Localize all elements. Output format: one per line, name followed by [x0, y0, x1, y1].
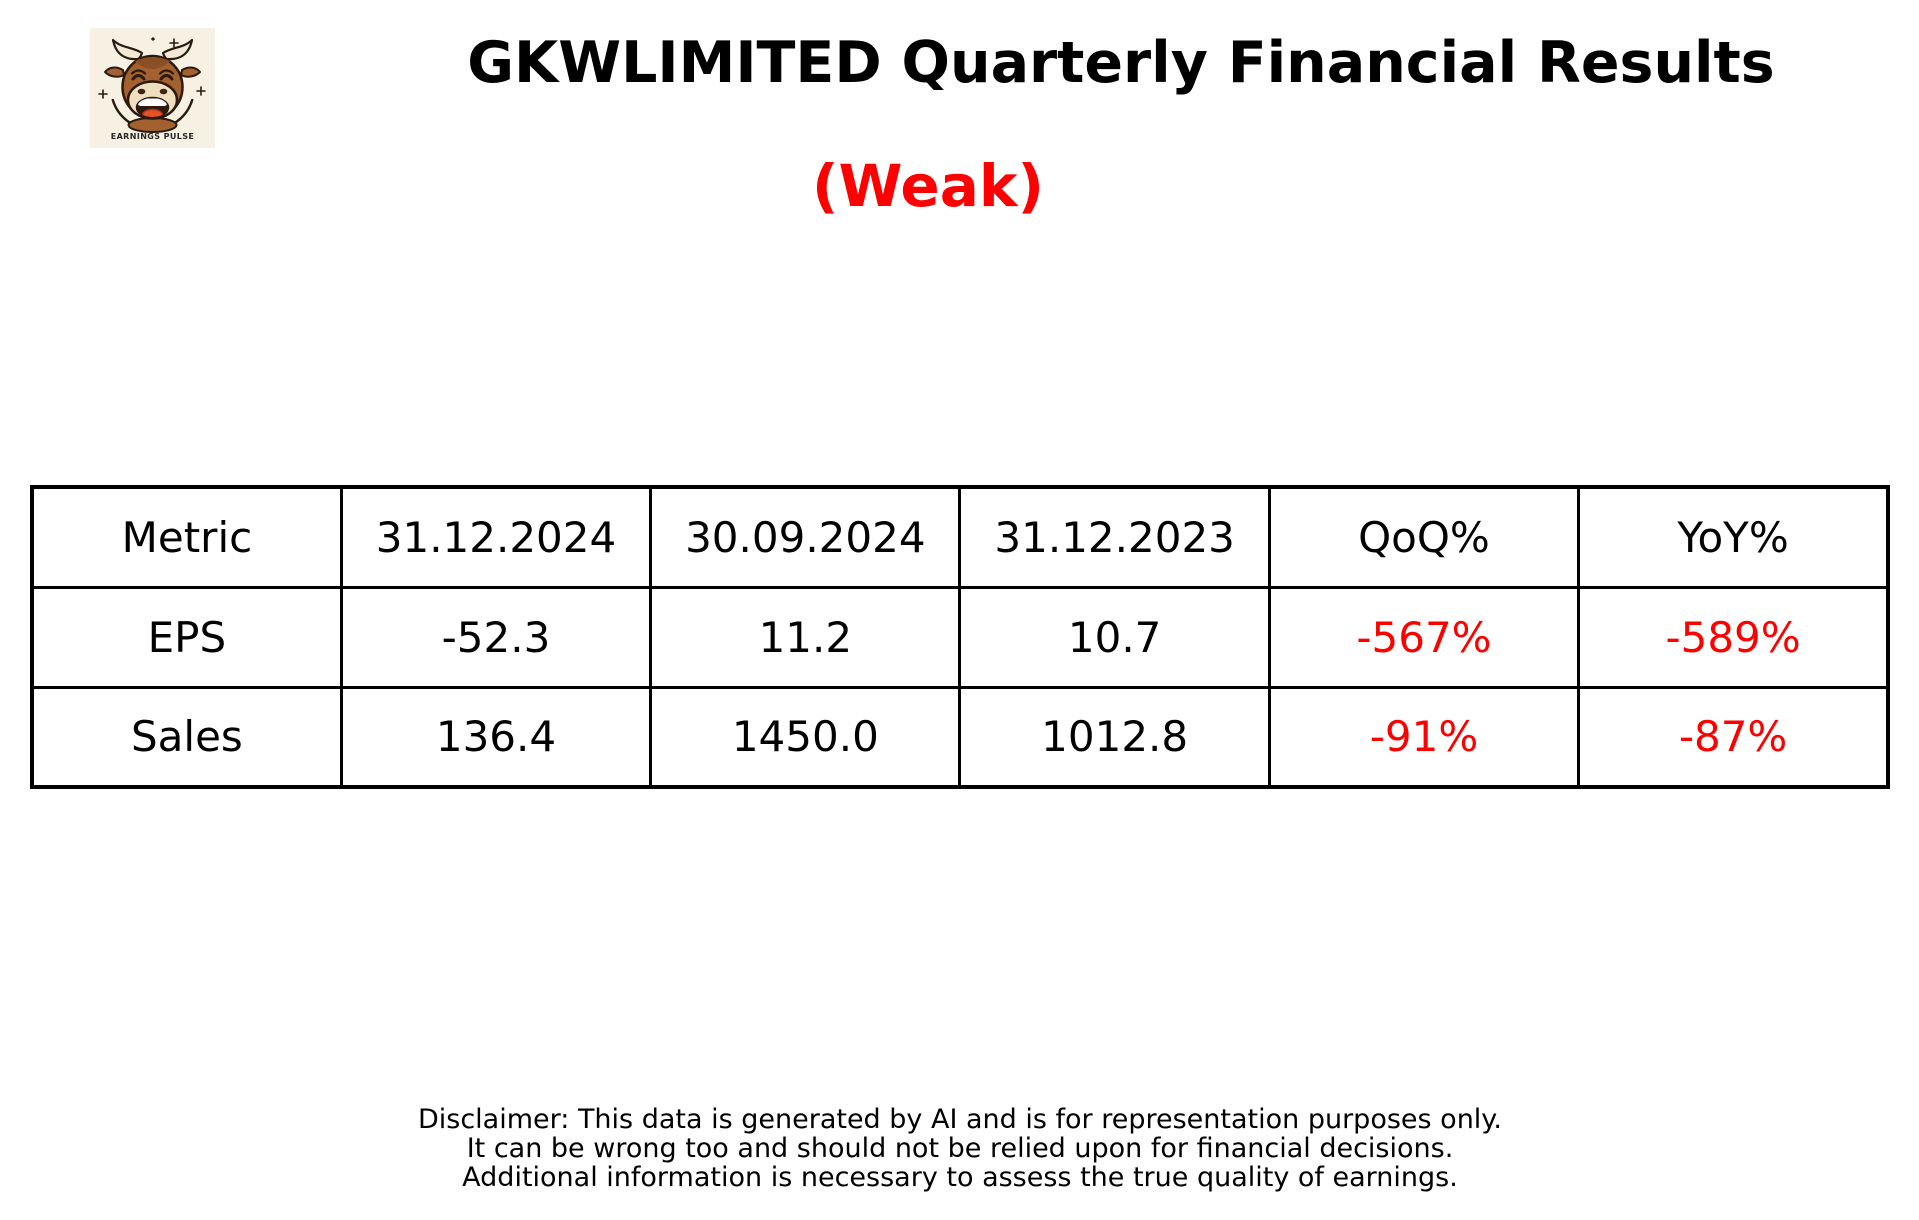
table-row-eps: EPS -52.3 11.2 10.7 -567% -589% — [30, 585, 1890, 689]
closed-happy-eyes — [130, 69, 175, 81]
col-header-qoq: QoQ% — [1267, 485, 1581, 589]
bull-chest — [127, 117, 178, 133]
sales-qoq-change: -91% — [1267, 685, 1581, 789]
sales-current: 136.4 — [339, 685, 653, 789]
metric-label: Sales — [30, 685, 343, 789]
metric-label: EPS — [30, 585, 343, 689]
eps-prev-quarter: 11.2 — [649, 585, 962, 689]
col-header-year-ago-quarter: 31.12.2023 — [958, 485, 1271, 589]
laughing-bull-icon: EARNINGS PULSE — [90, 28, 215, 148]
bull-ears — [104, 66, 201, 78]
col-header-metric: Metric — [30, 485, 343, 589]
header-row: Metric 31.12.2024 30.09.2024 31.12.2023 … — [30, 485, 1890, 589]
report-title: GKWLIMITED Quarterly Financial Results — [467, 30, 1775, 96]
disclaimer: Disclaimer: This data is generated by AI… — [418, 1105, 1502, 1192]
nostril-right — [159, 88, 168, 95]
col-header-prev-quarter: 30.09.2024 — [649, 485, 962, 589]
bull-horns — [111, 38, 194, 61]
disclaimer-line: Additional information is necessary to a… — [462, 1162, 1458, 1193]
bull-forelock — [135, 57, 170, 69]
eps-qoq-change: -567% — [1267, 585, 1581, 689]
brand-logo: EARNINGS PULSE — [90, 28, 215, 148]
eps-current: -52.3 — [339, 585, 653, 689]
eps-yoy-change: -589% — [1577, 585, 1890, 689]
col-header-current-quarter: 31.12.2024 — [339, 485, 653, 589]
brand-name: EARNINGS PULSE — [111, 132, 195, 141]
disclaimer-line: Disclaimer: This data is generated by AI… — [417, 1104, 1503, 1135]
sales-yoy-change: -87% — [1577, 685, 1890, 789]
disclaimer-line: It can be wrong too and should not be re… — [466, 1133, 1454, 1164]
sales-prev-quarter: 1450.0 — [649, 685, 962, 789]
col-header-yoy: YoY% — [1577, 485, 1890, 589]
quarterly-results-table: Metric 31.12.2024 30.09.2024 31.12.2023 … — [30, 485, 1890, 789]
sparkle-icons — [98, 38, 206, 99]
verdict-label: (Weak) — [812, 152, 1044, 220]
eps-year-ago: 10.7 — [958, 585, 1271, 689]
table-row-sales: Sales 136.4 1450.0 1012.8 -91% -87% — [30, 685, 1890, 789]
sales-year-ago: 1012.8 — [958, 685, 1271, 789]
nostril-left — [137, 88, 146, 95]
